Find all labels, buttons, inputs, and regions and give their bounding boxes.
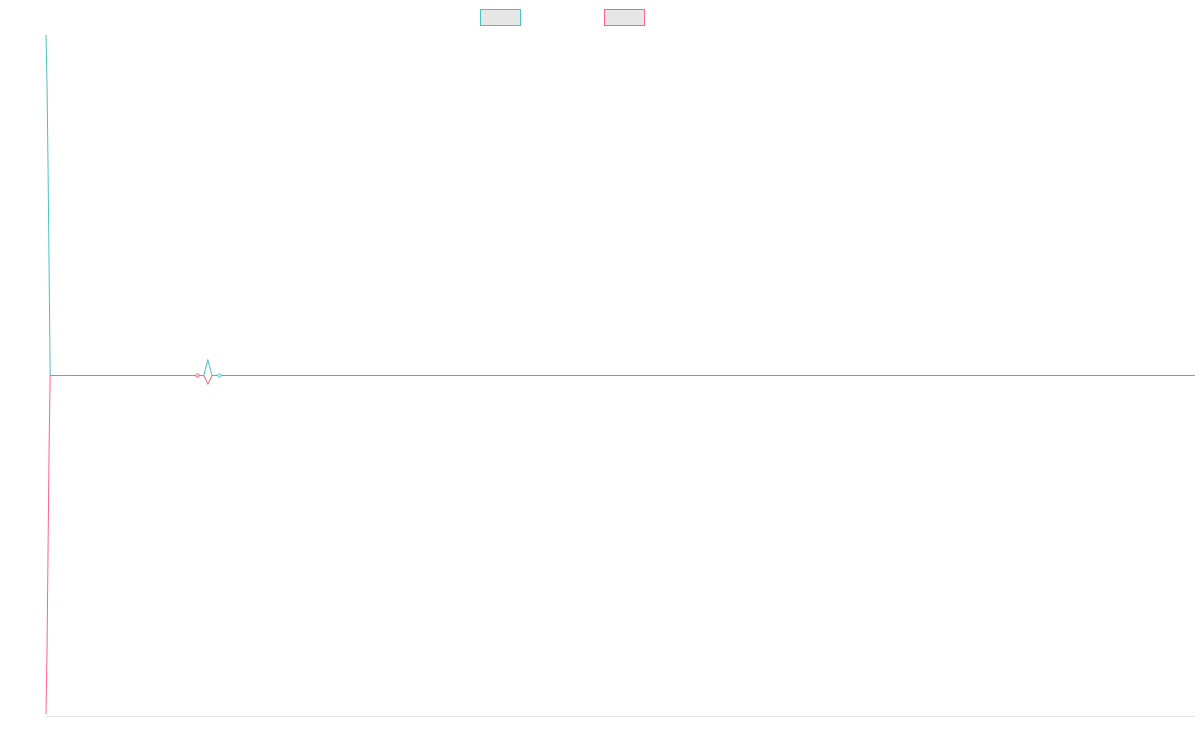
series-group [45,34,1195,715]
data-point [195,373,200,378]
legend-item [604,9,645,26]
legend [480,9,645,26]
series-line-2 [45,375,1195,715]
legend-swatch [480,9,521,26]
legend-item [480,9,521,26]
series-path [45,34,1195,376]
series-line-1 [45,34,1195,376]
data-point [217,373,222,378]
legend-swatch [604,9,645,26]
series-path [45,375,1195,715]
